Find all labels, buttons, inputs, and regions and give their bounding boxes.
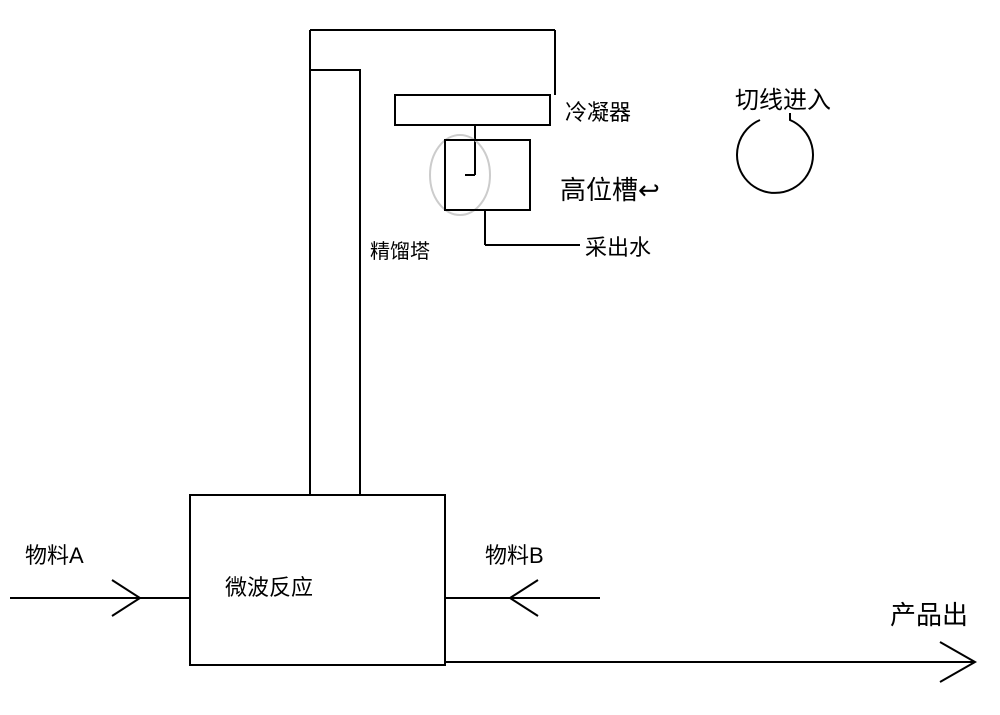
diagram-canvas — [0, 0, 1000, 715]
high-tank-box — [445, 140, 530, 210]
label-condenser: 冷凝器 — [565, 95, 631, 127]
label-product-out: 产品出 — [890, 595, 968, 632]
label-high-tank: 高位槽↩ — [560, 170, 660, 207]
tangential-circle — [737, 113, 813, 193]
label-microwave-reaction: 微波反应 — [225, 570, 313, 602]
tank-ellipse — [430, 135, 490, 215]
label-material-b: 物料B — [485, 538, 544, 570]
distillation-column — [310, 70, 360, 495]
label-tangential-entry: 切线进入 — [735, 80, 831, 115]
label-distillation-column: 精馏塔 — [370, 235, 430, 264]
label-produced-water: 采出水 — [585, 230, 651, 262]
label-material-a: 物料A — [25, 538, 84, 570]
condenser-box — [395, 95, 550, 125]
